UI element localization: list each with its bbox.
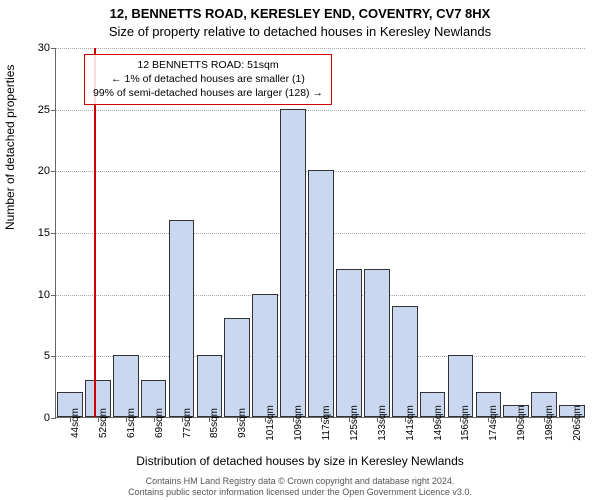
xtick-label: 141sqm bbox=[405, 405, 416, 441]
ytick-label: 10 bbox=[38, 289, 50, 301]
xtick-label: 61sqm bbox=[126, 408, 137, 438]
bar bbox=[280, 109, 306, 417]
ytick-mark bbox=[51, 110, 56, 111]
ytick-label: 5 bbox=[44, 350, 50, 362]
annotation-line-2: ← 1% of detached houses are smaller (1) bbox=[93, 72, 323, 86]
xtick-label: 69sqm bbox=[154, 408, 165, 438]
footer-attribution: Contains HM Land Registry data © Crown c… bbox=[0, 476, 600, 499]
chart-title-line1: 12, BENNETTS ROAD, KERESLEY END, COVENTR… bbox=[0, 6, 600, 21]
xtick-label: 190sqm bbox=[516, 405, 527, 441]
xtick-label: 174sqm bbox=[488, 405, 499, 441]
annotation-line-3: 99% of semi-detached houses are larger (… bbox=[93, 86, 323, 100]
footer-line-2: Contains public sector information licen… bbox=[0, 487, 600, 498]
annotation-line-1: 12 BENNETTS ROAD: 51sqm bbox=[93, 58, 323, 72]
xtick-label: 125sqm bbox=[349, 405, 360, 441]
xtick-label: 117sqm bbox=[321, 406, 332, 441]
xtick-label: 149sqm bbox=[433, 405, 444, 441]
gridline bbox=[56, 48, 585, 49]
ytick-mark bbox=[51, 171, 56, 172]
x-axis-label: Distribution of detached houses by size … bbox=[0, 454, 600, 468]
ytick-label: 30 bbox=[38, 42, 50, 54]
bar bbox=[392, 306, 418, 417]
ytick-label: 25 bbox=[38, 104, 50, 116]
xtick-label: 93sqm bbox=[237, 408, 248, 438]
y-axis-label: Number of detached properties bbox=[3, 65, 17, 230]
ytick-mark bbox=[51, 233, 56, 234]
histogram-chart: 12, BENNETTS ROAD, KERESLEY END, COVENTR… bbox=[0, 0, 600, 500]
xtick-label: 52sqm bbox=[98, 408, 109, 438]
bar bbox=[336, 269, 362, 417]
ytick-label: 0 bbox=[44, 412, 50, 424]
bar bbox=[308, 170, 334, 417]
xtick-label: 198sqm bbox=[544, 405, 555, 441]
xtick-label: 101sqm bbox=[265, 405, 276, 441]
bar bbox=[169, 220, 195, 417]
ytick-label: 15 bbox=[38, 227, 50, 239]
xtick-label: 156sqm bbox=[460, 405, 471, 441]
plot-area: 05101520253044sqm52sqm61sqm69sqm77sqm85s… bbox=[55, 48, 585, 418]
footer-line-1: Contains HM Land Registry data © Crown c… bbox=[0, 476, 600, 487]
bar bbox=[364, 269, 390, 417]
xtick-label: 44sqm bbox=[70, 408, 81, 438]
bar bbox=[224, 318, 250, 417]
ytick-mark bbox=[51, 295, 56, 296]
xtick-label: 77sqm bbox=[182, 408, 193, 438]
ytick-label: 20 bbox=[38, 165, 50, 177]
ytick-mark bbox=[51, 356, 56, 357]
ytick-mark bbox=[51, 418, 56, 419]
xtick-label: 109sqm bbox=[293, 405, 304, 441]
xtick-label: 206sqm bbox=[572, 405, 583, 441]
gridline bbox=[56, 110, 585, 111]
bar bbox=[252, 294, 278, 417]
annotation-box: 12 BENNETTS ROAD: 51sqm ← 1% of detached… bbox=[84, 54, 332, 105]
ytick-mark bbox=[51, 48, 56, 49]
xtick-label: 133sqm bbox=[377, 405, 388, 441]
chart-title-line2: Size of property relative to detached ho… bbox=[0, 24, 600, 39]
xtick-label: 85sqm bbox=[209, 408, 220, 438]
